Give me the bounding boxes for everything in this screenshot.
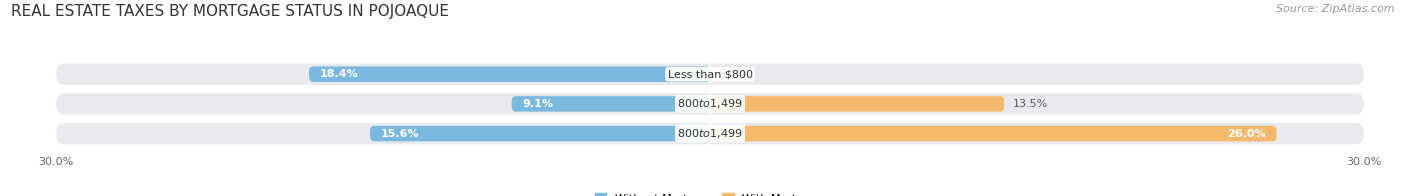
Text: 0.0%: 0.0%	[718, 69, 747, 79]
Legend: Without Mortgage, With Mortgage: Without Mortgage, With Mortgage	[591, 189, 830, 196]
FancyBboxPatch shape	[56, 64, 1364, 85]
FancyBboxPatch shape	[710, 126, 1277, 141]
Text: Source: ZipAtlas.com: Source: ZipAtlas.com	[1277, 4, 1395, 14]
Text: $800 to $1,499: $800 to $1,499	[678, 97, 742, 110]
FancyBboxPatch shape	[512, 96, 710, 112]
FancyBboxPatch shape	[309, 66, 710, 82]
Text: 13.5%: 13.5%	[1012, 99, 1049, 109]
Text: 15.6%: 15.6%	[381, 129, 419, 139]
Text: 9.1%: 9.1%	[523, 99, 554, 109]
Text: 26.0%: 26.0%	[1227, 129, 1265, 139]
Text: $800 to $1,499: $800 to $1,499	[678, 127, 742, 140]
FancyBboxPatch shape	[56, 93, 1364, 115]
Text: Less than $800: Less than $800	[668, 69, 752, 79]
FancyBboxPatch shape	[710, 96, 1004, 112]
FancyBboxPatch shape	[370, 126, 710, 141]
Text: 18.4%: 18.4%	[321, 69, 359, 79]
FancyBboxPatch shape	[56, 123, 1364, 144]
Text: REAL ESTATE TAXES BY MORTGAGE STATUS IN POJOAQUE: REAL ESTATE TAXES BY MORTGAGE STATUS IN …	[11, 4, 450, 19]
